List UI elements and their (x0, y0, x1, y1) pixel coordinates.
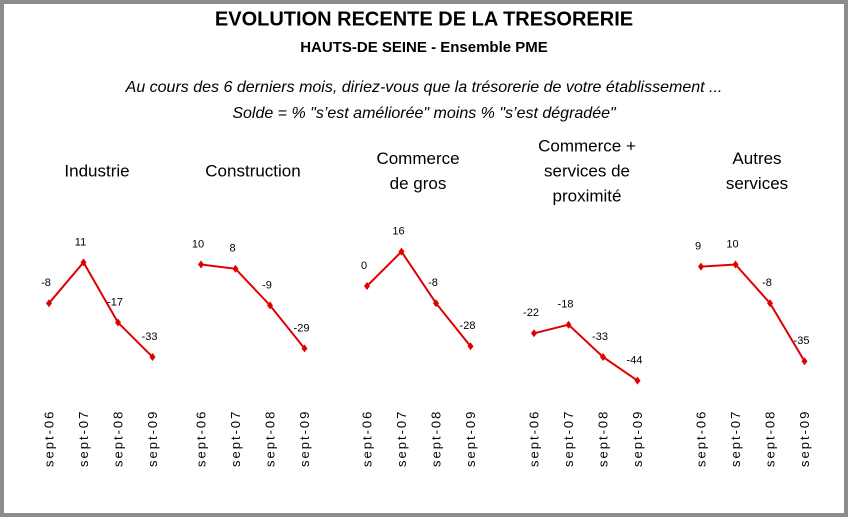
x-tick-label: sept-06 (693, 410, 708, 467)
x-tick-label: sept-08 (110, 410, 125, 467)
data-label: -35 (794, 335, 810, 347)
marker (433, 299, 439, 308)
marker (767, 299, 773, 308)
marker (364, 282, 370, 290)
x-tick-label: sept-07 (561, 410, 576, 467)
marker (565, 320, 572, 329)
panel-title: Commerce (376, 149, 459, 168)
x-tick-label: sept-09 (463, 410, 478, 467)
x-tick-label: sept-08 (428, 410, 443, 467)
marker (80, 258, 87, 267)
marker (398, 247, 405, 256)
data-label: -18 (558, 299, 574, 311)
marker (531, 329, 537, 338)
data-label: -22 (523, 307, 539, 319)
data-label: 8 (229, 243, 235, 255)
x-tick-label: sept-09 (145, 410, 160, 467)
panel-title: Autres (732, 149, 781, 168)
x-tick-label: sept-06 (526, 410, 541, 467)
x-tick-label: sept-08 (762, 410, 777, 467)
x-tick-label: sept-07 (728, 410, 743, 467)
x-tick-label: sept-07 (394, 410, 409, 467)
data-label: 10 (192, 238, 204, 250)
data-label: 11 (75, 236, 86, 248)
line (533, 323, 639, 382)
note: Au cours des 6 derniers mois, diriez-vou… (125, 79, 723, 96)
x-tick-label: sept-06 (193, 410, 208, 467)
chart-title: EVOLUTION RECENTE DE LA TRESORERIE (215, 8, 633, 30)
marker (467, 342, 474, 351)
marker (600, 352, 606, 361)
marker (801, 357, 808, 366)
data-label: 0 (361, 260, 367, 272)
marker (149, 352, 156, 361)
data-label: -8 (41, 277, 51, 289)
data-label: -28 (460, 320, 476, 332)
marker (301, 344, 308, 353)
x-tick-label: sept-07 (228, 410, 243, 467)
panel-title: Commerce + (538, 136, 636, 155)
data-label: 10 (726, 238, 738, 250)
x-tick-label: sept-08 (262, 410, 277, 467)
data-label: -17 (107, 296, 123, 308)
note: Solde = % "s’est améliorée" moins % "s’e… (232, 105, 617, 122)
data-label: -29 (294, 322, 310, 334)
panel-title: services (726, 174, 788, 193)
data-label: -8 (428, 277, 438, 289)
marker (232, 264, 239, 273)
data-label: 9 (695, 241, 701, 253)
marker (698, 262, 704, 271)
panel-title: Construction (205, 161, 300, 180)
x-tick-label: sept-09 (797, 410, 812, 467)
panel-title: Industrie (64, 161, 129, 180)
x-tick-label: sept-06 (359, 410, 374, 467)
marker (634, 376, 641, 385)
data-label: 16 (392, 226, 404, 238)
x-tick-label: sept-09 (630, 410, 645, 467)
data-label: -33 (142, 331, 158, 343)
x-tick-label: sept-06 (41, 410, 56, 467)
panel-title: de gros (390, 174, 447, 193)
data-label: -33 (592, 331, 608, 343)
x-tick-label: sept-07 (76, 410, 91, 467)
line (48, 260, 154, 358)
x-tick-label: sept-08 (595, 410, 610, 467)
line (366, 250, 472, 347)
marker (46, 299, 52, 308)
x-tick-label: sept-09 (297, 410, 312, 467)
line (700, 263, 806, 362)
data-label: -8 (762, 277, 772, 289)
chart-subtitle: HAUTS-DE SEINE - Ensemble PME (300, 39, 548, 56)
panel-title: proximité (553, 186, 622, 205)
line (200, 263, 306, 349)
data-label: -44 (627, 355, 643, 367)
panel-title: services de (544, 161, 630, 180)
marker (198, 260, 204, 269)
marker (267, 301, 273, 310)
data-label: -9 (262, 279, 272, 291)
marker (115, 318, 121, 327)
marker (732, 260, 739, 269)
